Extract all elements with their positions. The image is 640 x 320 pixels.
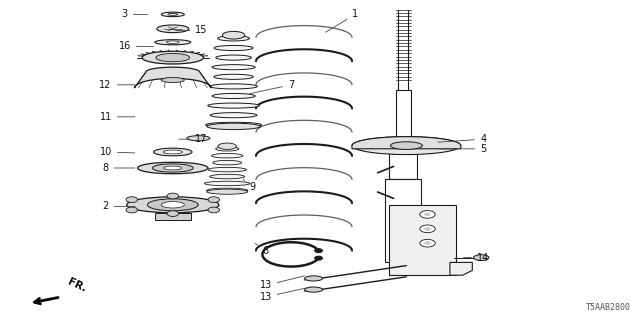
Text: 1: 1 xyxy=(326,9,358,32)
Circle shape xyxy=(315,249,323,252)
Circle shape xyxy=(315,256,323,260)
Ellipse shape xyxy=(168,13,178,15)
Text: 15: 15 xyxy=(175,25,208,36)
Ellipse shape xyxy=(207,189,248,194)
Circle shape xyxy=(424,213,431,216)
Text: 11: 11 xyxy=(99,112,135,122)
Ellipse shape xyxy=(208,103,259,108)
Text: 10: 10 xyxy=(99,147,135,157)
Ellipse shape xyxy=(205,122,262,127)
Circle shape xyxy=(424,242,431,245)
Circle shape xyxy=(420,239,435,247)
Circle shape xyxy=(167,211,179,217)
Text: T5AAB2800: T5AAB2800 xyxy=(586,303,630,312)
Ellipse shape xyxy=(218,36,250,41)
Polygon shape xyxy=(450,262,472,275)
Text: 13: 13 xyxy=(259,276,305,291)
Circle shape xyxy=(167,193,179,199)
Text: 9: 9 xyxy=(243,179,256,192)
Ellipse shape xyxy=(161,12,184,17)
Text: 17: 17 xyxy=(179,134,208,144)
Circle shape xyxy=(420,225,435,233)
Ellipse shape xyxy=(152,164,193,172)
Polygon shape xyxy=(352,137,461,149)
Ellipse shape xyxy=(156,53,189,62)
Ellipse shape xyxy=(223,31,244,39)
Ellipse shape xyxy=(127,197,219,213)
Ellipse shape xyxy=(210,84,257,89)
Ellipse shape xyxy=(207,123,260,130)
Ellipse shape xyxy=(210,174,244,179)
Ellipse shape xyxy=(208,167,246,172)
Circle shape xyxy=(420,211,435,218)
Ellipse shape xyxy=(147,199,198,211)
Text: 6: 6 xyxy=(255,243,269,256)
Circle shape xyxy=(208,207,220,213)
Ellipse shape xyxy=(161,202,184,208)
Ellipse shape xyxy=(212,154,243,158)
Ellipse shape xyxy=(204,181,250,186)
Ellipse shape xyxy=(305,287,323,292)
Ellipse shape xyxy=(352,137,461,155)
Circle shape xyxy=(126,207,138,213)
Text: 12: 12 xyxy=(99,80,135,90)
Ellipse shape xyxy=(187,136,210,141)
Text: 2: 2 xyxy=(102,201,135,212)
Text: 8: 8 xyxy=(102,163,135,173)
Text: FR.: FR. xyxy=(66,277,88,294)
Ellipse shape xyxy=(166,41,179,44)
Ellipse shape xyxy=(154,148,192,156)
Text: 13: 13 xyxy=(259,287,311,302)
Ellipse shape xyxy=(164,166,182,170)
Ellipse shape xyxy=(216,55,252,60)
Ellipse shape xyxy=(161,77,184,83)
Polygon shape xyxy=(389,141,417,179)
Ellipse shape xyxy=(142,51,204,64)
Polygon shape xyxy=(155,213,191,220)
Ellipse shape xyxy=(157,25,189,33)
Text: 16: 16 xyxy=(118,41,154,52)
Ellipse shape xyxy=(474,255,489,260)
Ellipse shape xyxy=(214,74,253,79)
Ellipse shape xyxy=(305,276,323,281)
Ellipse shape xyxy=(212,65,255,70)
Polygon shape xyxy=(134,67,211,88)
Circle shape xyxy=(208,197,220,203)
Ellipse shape xyxy=(155,40,191,45)
Text: 14: 14 xyxy=(463,252,490,263)
Ellipse shape xyxy=(216,147,239,151)
Ellipse shape xyxy=(210,113,257,118)
Ellipse shape xyxy=(138,162,208,174)
Circle shape xyxy=(126,197,138,203)
Polygon shape xyxy=(396,90,411,141)
Polygon shape xyxy=(385,179,421,262)
Ellipse shape xyxy=(212,160,242,165)
Text: 3: 3 xyxy=(122,9,148,20)
Polygon shape xyxy=(389,205,456,275)
Ellipse shape xyxy=(163,150,182,154)
Text: 5: 5 xyxy=(438,144,486,154)
Ellipse shape xyxy=(218,143,236,149)
Text: 4: 4 xyxy=(438,134,486,144)
Ellipse shape xyxy=(214,45,253,51)
Ellipse shape xyxy=(207,188,248,193)
Circle shape xyxy=(424,227,431,230)
Text: 7: 7 xyxy=(249,80,294,94)
Ellipse shape xyxy=(390,142,422,149)
Ellipse shape xyxy=(212,93,255,99)
